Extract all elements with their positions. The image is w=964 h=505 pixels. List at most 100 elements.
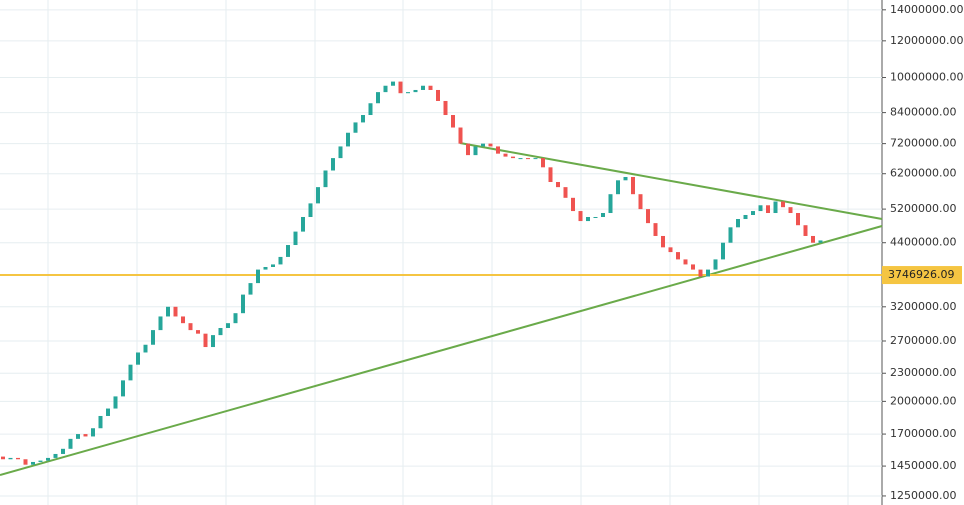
candle-body xyxy=(286,245,290,257)
y-tick-label: 7200000.00 xyxy=(890,137,956,150)
candle-body xyxy=(406,92,410,94)
candle-body xyxy=(721,242,725,260)
candle-body xyxy=(353,122,358,133)
candle-body xyxy=(346,132,350,147)
candle-body xyxy=(151,330,155,345)
candle-body xyxy=(1,456,5,460)
candle-body xyxy=(773,201,778,214)
candle-body xyxy=(98,415,103,429)
candle-body xyxy=(383,85,388,93)
candle-body xyxy=(601,213,605,217)
y-tick-label: 1450000.00 xyxy=(890,459,956,472)
candle-body xyxy=(293,231,298,246)
candle-body xyxy=(61,448,65,454)
price-label: 3746926.09 xyxy=(888,268,954,281)
candle-body xyxy=(241,294,245,314)
candle-body xyxy=(631,176,635,195)
candle-body xyxy=(766,205,770,214)
candle-body xyxy=(83,434,88,437)
candles xyxy=(1,81,823,465)
candle-body xyxy=(488,143,493,147)
candle-body xyxy=(706,269,710,277)
candle-body xyxy=(316,187,320,204)
candle-body xyxy=(526,158,530,160)
candle-body xyxy=(143,344,148,353)
candle-body xyxy=(376,92,380,104)
y-tick-label: 4400000.00 xyxy=(890,236,956,249)
y-tick-label: 5200000.00 xyxy=(890,202,956,215)
candle-body xyxy=(788,207,793,214)
candle-body xyxy=(533,158,538,160)
candle-body xyxy=(31,461,35,465)
candle-body xyxy=(758,205,763,212)
candle-body xyxy=(541,158,545,168)
candle-body xyxy=(653,223,658,236)
candle-body xyxy=(698,269,703,277)
candle-body xyxy=(511,156,515,159)
candle-body xyxy=(323,170,328,188)
candle-body xyxy=(196,330,200,334)
y-tick-label: 2700000.00 xyxy=(890,334,956,347)
candle-body xyxy=(331,158,335,171)
candle-body xyxy=(203,333,208,348)
candle-body xyxy=(38,460,43,462)
candle-body xyxy=(803,225,808,236)
candle-body xyxy=(308,203,313,217)
candle-body xyxy=(796,213,800,226)
candle-body xyxy=(676,252,680,260)
candle-body xyxy=(106,408,110,416)
candle-body xyxy=(23,459,28,465)
candle-body xyxy=(496,146,500,154)
candle-body xyxy=(623,176,628,181)
candle-body xyxy=(428,85,433,90)
candle-body xyxy=(518,158,523,160)
candle-body xyxy=(136,352,140,365)
trend-line xyxy=(459,142,883,220)
candle-body xyxy=(53,453,58,458)
candle-body xyxy=(398,81,403,94)
vertical-grid xyxy=(47,0,849,505)
candle-body xyxy=(466,143,470,156)
candle-body xyxy=(16,457,20,460)
y-tick-label: 10000000.00 xyxy=(890,71,963,84)
candle-body xyxy=(248,283,253,295)
candle-body xyxy=(166,306,170,317)
candle-body xyxy=(271,264,275,267)
candle-body xyxy=(91,428,95,437)
candle-body xyxy=(278,256,283,265)
candle-body xyxy=(781,201,785,208)
candle-body xyxy=(301,216,305,232)
candle-body xyxy=(211,335,215,348)
candle-body xyxy=(736,219,740,228)
y-tick-label: 2000000.00 xyxy=(890,394,956,407)
candle-body xyxy=(256,269,260,284)
candle-body xyxy=(563,187,568,198)
candle-body xyxy=(481,143,485,147)
candle-body xyxy=(578,211,583,222)
candle-body xyxy=(128,364,133,381)
y-tick-label: 1250000.00 xyxy=(890,489,956,502)
candle-body xyxy=(451,115,455,128)
candle-body xyxy=(811,235,815,243)
candle-body xyxy=(728,227,733,243)
candle-body xyxy=(668,247,673,253)
candle-body xyxy=(68,438,73,449)
price-label-box xyxy=(882,266,962,285)
trend-line xyxy=(0,225,883,476)
candle-body xyxy=(646,209,650,224)
y-tick-label: 1700000.00 xyxy=(890,427,956,440)
candle-body xyxy=(586,216,590,222)
horizontal-grid xyxy=(0,9,882,497)
y-tick-label: 8400000.00 xyxy=(890,106,956,119)
candle-body xyxy=(548,167,553,182)
candle-body xyxy=(503,153,508,157)
candle-body xyxy=(76,434,80,439)
candle-body xyxy=(751,211,755,215)
candle-body xyxy=(571,197,575,212)
candle-body xyxy=(181,316,185,324)
candle-body xyxy=(8,457,13,460)
y-tick-label: 12000000.00 xyxy=(890,34,963,47)
candle-body xyxy=(443,100,448,116)
y-tick-label: 2300000.00 xyxy=(890,366,956,379)
